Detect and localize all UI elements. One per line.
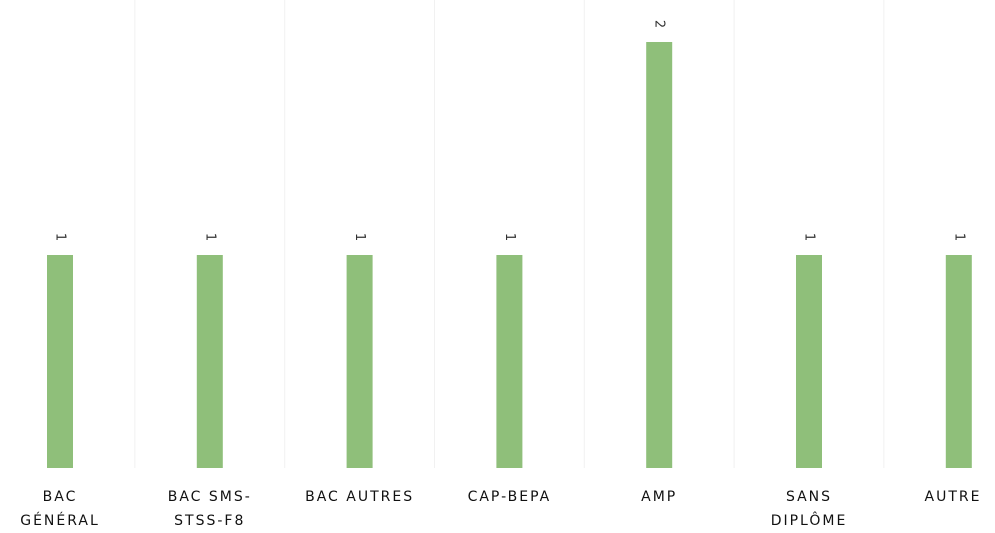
bar xyxy=(945,255,972,468)
category-labels: BAC GÉNÉRAL BAC SMS- STSS-F8 BAC AUTRES CAP-B… xyxy=(20,489,982,529)
category-label-line: DIPLÔME xyxy=(771,511,848,529)
bar xyxy=(346,255,373,468)
data-label: 1 xyxy=(53,233,68,241)
category-label: AMP xyxy=(641,489,677,505)
category-label-line: BAC AUTRES xyxy=(305,489,414,505)
data-label: 1 xyxy=(502,233,517,241)
bars xyxy=(47,42,972,468)
category-label-line: GÉNÉRAL xyxy=(20,512,100,529)
category-label: BAC AUTRES xyxy=(305,489,414,505)
category-label-line: SANS xyxy=(786,489,832,505)
bar xyxy=(196,255,223,468)
bar xyxy=(47,255,73,468)
data-label: 1 xyxy=(202,233,217,241)
data-label: 1 xyxy=(802,233,817,241)
category-label-line: BAC SMS- xyxy=(168,489,252,505)
data-label: 1 xyxy=(951,233,966,241)
category-label: CAP-BEPA xyxy=(468,489,552,505)
grid-lines xyxy=(134,0,885,468)
category-label: AUTRE xyxy=(925,489,982,505)
bar xyxy=(796,255,822,468)
category-label-line: STSS-F8 xyxy=(174,513,245,529)
bar xyxy=(496,255,523,468)
bar xyxy=(646,42,673,468)
category-label: BAC GÉNÉRAL xyxy=(20,489,100,529)
category-label-line: BAC xyxy=(43,489,78,505)
category-label-line: AMP xyxy=(641,489,677,505)
category-label-line: AUTRE xyxy=(925,489,982,505)
category-label-line: CAP-BEPA xyxy=(468,489,552,505)
category-label: SANS DIPLÔME xyxy=(771,489,848,529)
data-label: 2 xyxy=(652,20,667,28)
data-label: 1 xyxy=(352,233,367,241)
category-label: BAC SMS- STSS-F8 xyxy=(168,489,252,529)
data-labels: 1 1 1 1 2 1 1 xyxy=(53,20,967,241)
